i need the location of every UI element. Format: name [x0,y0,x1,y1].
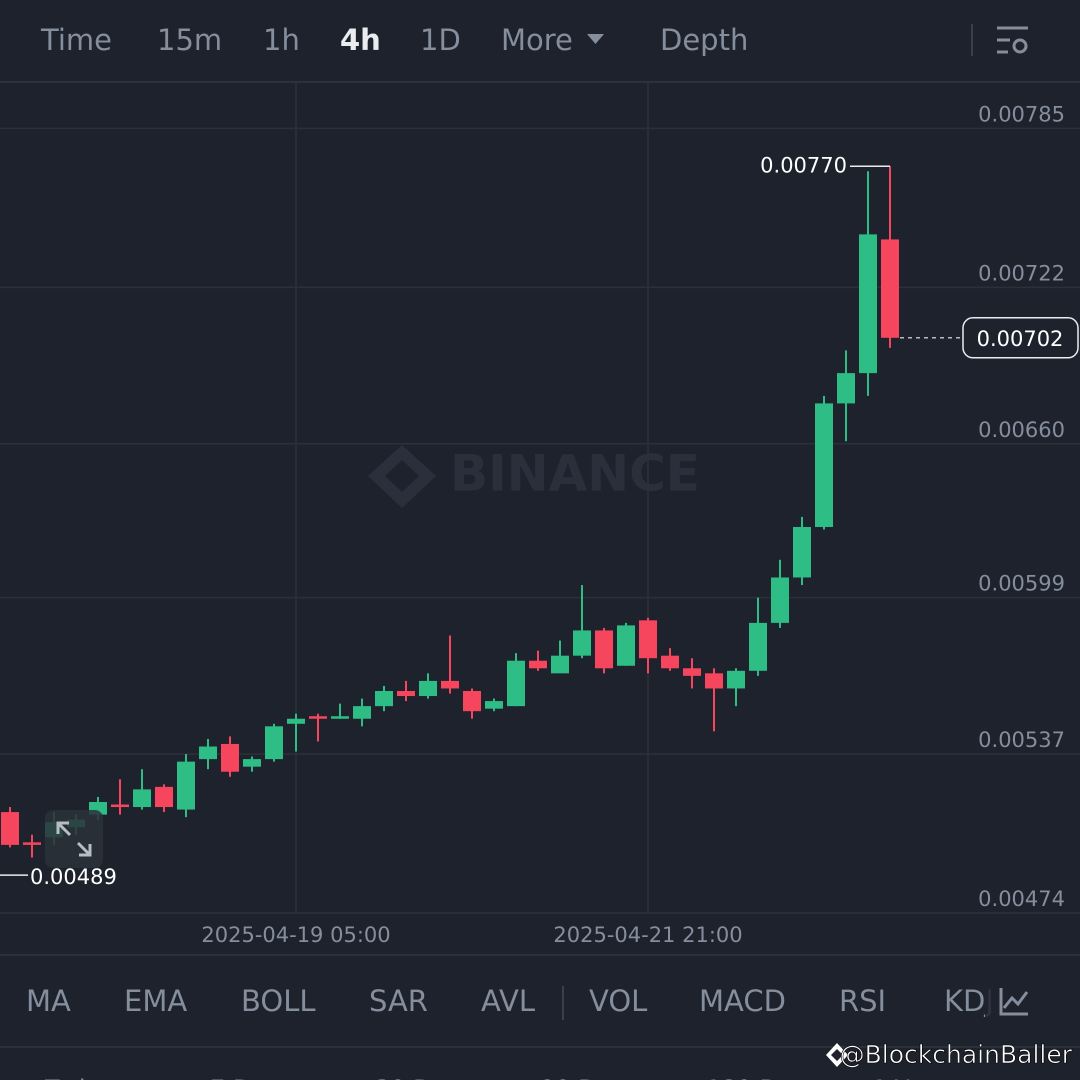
candle-body [287,718,305,724]
candle-body [815,403,833,528]
min-price-label: 0.00489 [30,865,117,889]
period-tab[interactable]: Today [44,1075,114,1080]
candle-body [111,804,129,808]
chart: 0.00474 0.00537 0.00599 0.00660 0.00722 0.007… [0,83,1080,947]
x-tick-label: 2025-04-19 05:00 [201,923,390,947]
candle-body [309,716,327,719]
candle-body [837,373,855,404]
indicator-tab[interactable]: BOLL [241,984,316,1018]
indicator-tab[interactable]: EMA [124,984,187,1018]
expand-button[interactable] [45,810,103,868]
candle-body [771,577,789,623]
timeframe-tab[interactable]: More [501,23,573,57]
candle-body [749,622,767,671]
candle-body [727,670,745,689]
indicator-tab[interactable]: MACD [699,984,786,1018]
candle-body [419,680,437,697]
candle-body [639,620,657,659]
exchange-watermark: BINANCE [368,445,700,508]
timeframe-tab[interactable]: 15m [157,23,222,57]
y-tick-label: 0.00785 [978,102,1065,126]
author-watermark: @BlockchainBaller [826,1040,1073,1069]
candle-body [353,706,371,719]
indicator-tab[interactable]: SAR [369,984,428,1018]
period-tab[interactable]: 180 Days [706,1075,819,1080]
settings-icon[interactable] [997,26,1028,54]
candle-body [177,761,195,810]
timeframe-tab[interactable]: 1D [420,23,461,57]
indicator-tab[interactable]: MA [26,984,71,1018]
fade-cover [985,980,1080,1030]
candle-body [331,716,349,719]
last-price-box [962,317,1079,359]
y-tick-label: 0.00599 [978,572,1065,596]
candle-body [265,726,283,760]
candle-body [221,743,239,772]
timeframe-tab[interactable]: Depth [660,23,748,57]
candle-body [551,655,569,674]
candle-body [507,660,525,707]
candle-body [441,680,459,689]
candle-body [133,789,151,808]
y-tick-label: 0.00660 [978,418,1065,442]
candle-body [529,660,547,669]
candle-body [705,673,723,689]
candle-body [683,668,701,676]
candle-body [859,234,877,374]
candle-body [1,812,19,845]
period-tab[interactable]: 1 Year [872,1075,946,1080]
timeframe-tab[interactable]: 1h [263,23,300,57]
candle-body [617,625,635,666]
candle-body [397,690,415,697]
y-tick-label: 0.00722 [978,261,1065,285]
indicator-tab[interactable]: RSI [839,984,886,1018]
indicator-settings-icon[interactable] [999,988,1029,1016]
dropdown-arrow[interactable] [587,34,604,44]
period-tab[interactable]: 90 Days [540,1075,638,1080]
candle-body [463,690,481,712]
candle-body [595,630,613,669]
period-tab[interactable]: 7 Days [210,1075,293,1080]
candle-body [199,746,217,760]
y-tick-label: 0.00537 [978,728,1065,752]
candle-body [793,527,811,578]
timeframe-tab[interactable]: Time [40,23,112,57]
x-tick-label: 2025-04-21 21:00 [553,923,742,947]
indicator-tab[interactable]: AVL [481,984,535,1018]
period-tab[interactable]: 30 Days [375,1075,473,1080]
indicator-tab[interactable]: VOL [589,984,647,1018]
last-price-label: 0.00702 [977,327,1064,351]
watermark-text: BINANCE [450,445,700,503]
candle-body [881,239,899,338]
candle-body [661,655,679,669]
candle-body [573,630,591,656]
candle-body [485,701,503,709]
candle-body [243,759,261,767]
y-tick-label: 0.00474 [978,887,1065,911]
max-price-label: 0.00770 [760,153,847,177]
candle-body [155,786,173,808]
author-handle: @BlockchainBaller [840,1040,1073,1069]
candle-body [23,842,41,845]
timeframe-tab[interactable]: 4h [340,23,381,57]
candle-body [375,690,393,707]
